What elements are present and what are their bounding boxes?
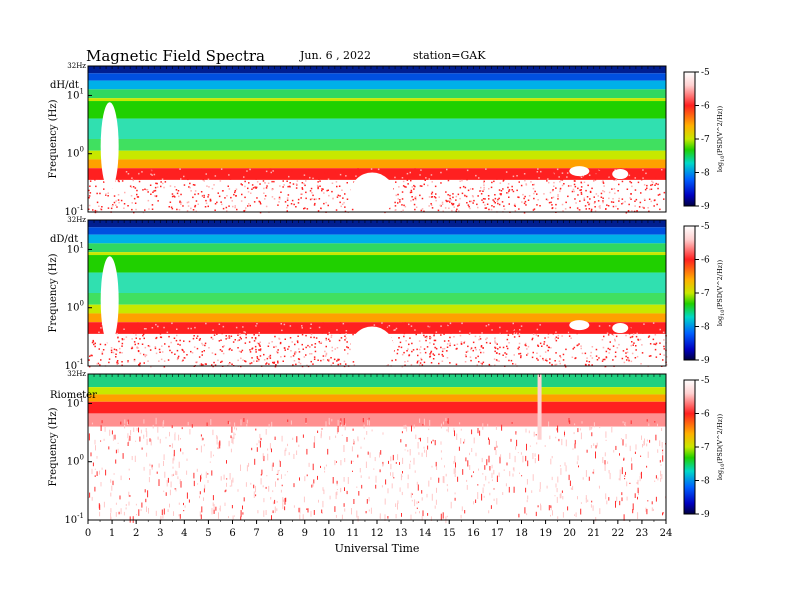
x-tick-label: 16 [467, 528, 480, 539]
panel-label: Riometer [50, 390, 97, 401]
figure-title: Magnetic Field Spectra [86, 47, 265, 65]
y-tick-label: 100 [67, 454, 84, 468]
x-tick-label: 24 [660, 528, 673, 539]
x-tick-label: 2 [133, 528, 139, 539]
colorbar-tick-label: -9 [701, 510, 710, 520]
figure-date: Jun. 6 , 2022 [299, 49, 371, 62]
colorbar-label: log10(PSD(V^2/Hz)) [716, 413, 726, 480]
colorbar-tick-label: -5 [701, 376, 710, 386]
y-axis-label: Frequency (Hz) [48, 253, 59, 332]
y-tick-label: 10-1 [64, 512, 84, 526]
x-tick-label: 8 [277, 528, 283, 539]
x-tick-label: 23 [636, 528, 649, 539]
panel-label: dD/dt [50, 234, 78, 245]
x-tick-label: 19 [539, 528, 552, 539]
x-tick-label: 21 [587, 528, 600, 539]
x-tick-label: 0 [85, 528, 91, 539]
spectrogram-image [88, 374, 667, 524]
colorbar-tick-label: -8 [701, 169, 710, 179]
y-top-label: 32Hz [67, 62, 86, 70]
x-tick-label: 11 [347, 528, 360, 539]
colorbar-tick-label: -7 [701, 135, 710, 145]
colorbar-tick-label: -9 [701, 202, 710, 212]
colorbar-label: log10(PSD(V^2/Hz)) [716, 259, 726, 326]
x-tick-label: 20 [563, 528, 576, 539]
x-tick-label: 13 [395, 528, 408, 539]
y-top-label: 32Hz [67, 370, 86, 378]
x-tick-label: 15 [443, 528, 456, 539]
colorbar: -5 -6 -7 -8 -9 log10(PSD(V^2/Hz)) [683, 222, 726, 366]
colorbar-tick-label: -9 [701, 356, 710, 366]
colorbar-tick-label: -6 [701, 410, 710, 420]
colorbar-tick-label: -5 [701, 68, 710, 78]
panel-label: dH/dt [50, 80, 79, 91]
spectrogram-image [88, 66, 666, 217]
y-axis-label: Frequency (Hz) [48, 99, 59, 178]
x-axis-label: Universal Time [335, 542, 420, 555]
y-tick-label: 100 [67, 300, 84, 314]
x-tick-label: 7 [253, 528, 259, 539]
colorbar: -5 -6 -7 -8 -9 log10(PSD(V^2/Hz)) [683, 68, 726, 212]
x-tick-label: 5 [205, 528, 211, 539]
x-tick-label: 6 [229, 528, 235, 539]
y-tick-label: 101 [67, 87, 84, 101]
panel-3: Riometer 32Hz 101 100 10-1 Frequency (Hz) -5 -6… [48, 370, 726, 526]
colorbar-tick-label: -8 [701, 323, 710, 333]
x-tick-label: 9 [302, 528, 308, 539]
colorbar-tick-label: -6 [701, 102, 710, 112]
spectrogram-image [88, 220, 668, 371]
y-top-label: 32Hz [67, 216, 86, 224]
y-tick-label: 100 [67, 146, 84, 160]
x-tick-label: 3 [157, 528, 163, 539]
x-tick-label: 1 [109, 528, 115, 539]
colorbar-label: log10(PSD(V^2/Hz)) [716, 105, 726, 172]
x-tick-label: 18 [515, 528, 528, 539]
colorbar-tick-label: -7 [701, 289, 710, 299]
x-tick-label: 10 [322, 528, 335, 539]
y-axis-label: Frequency (Hz) [48, 407, 59, 486]
colorbar-tick-label: -7 [701, 443, 710, 453]
colorbar-tick-label: -8 [701, 477, 710, 487]
colorbar-tick-label: -5 [701, 222, 710, 232]
x-tick-label: 4 [181, 528, 187, 539]
x-tick-label: 22 [611, 528, 624, 539]
y-tick-label: 101 [67, 395, 84, 409]
y-tick-label: 101 [67, 241, 84, 255]
x-axis: 0 1 2 3 4 5 6 7 8 9 10 11 12 13 14 15 16 17 18 19 20 21 22 23 24 [85, 520, 673, 539]
figure-station: station=GAK [413, 49, 486, 62]
x-tick-label: 14 [419, 528, 432, 539]
colorbar: -5 -6 -7 -8 -9 log10(PSD(V^2/Hz)) [683, 376, 726, 520]
x-tick-label: 17 [491, 528, 504, 539]
x-tick-label: 12 [371, 528, 384, 539]
colorbar-tick-label: -6 [701, 256, 710, 266]
